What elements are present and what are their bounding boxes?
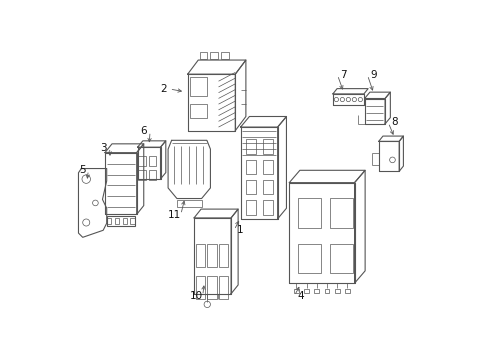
- Bar: [263, 159, 273, 174]
- Bar: [330, 243, 353, 274]
- Bar: [138, 170, 146, 180]
- Text: 9: 9: [370, 70, 377, 80]
- Bar: [246, 200, 256, 215]
- Bar: [294, 289, 299, 293]
- Bar: [122, 217, 127, 224]
- Bar: [107, 216, 135, 226]
- Bar: [196, 244, 205, 267]
- Bar: [330, 198, 353, 228]
- Text: 2: 2: [160, 84, 167, 94]
- Bar: [219, 244, 228, 267]
- Bar: [314, 289, 319, 293]
- Bar: [221, 52, 229, 59]
- Text: 1: 1: [237, 225, 244, 235]
- Text: 6: 6: [141, 126, 147, 136]
- Bar: [107, 217, 111, 224]
- Bar: [207, 244, 217, 267]
- Text: 3: 3: [100, 143, 106, 153]
- Bar: [219, 276, 228, 299]
- Bar: [115, 217, 119, 224]
- Bar: [246, 159, 256, 174]
- Bar: [298, 198, 321, 228]
- Bar: [191, 77, 207, 96]
- Text: 10: 10: [190, 291, 203, 301]
- Text: 5: 5: [79, 165, 85, 175]
- Text: 7: 7: [341, 70, 347, 80]
- Bar: [263, 200, 273, 215]
- Bar: [263, 180, 273, 194]
- Bar: [176, 200, 202, 207]
- Bar: [138, 156, 146, 166]
- Bar: [130, 217, 135, 224]
- Bar: [304, 289, 309, 293]
- Bar: [199, 52, 207, 59]
- Bar: [335, 289, 340, 293]
- Bar: [246, 180, 256, 194]
- Bar: [324, 289, 329, 293]
- Bar: [207, 276, 217, 299]
- Text: 11: 11: [168, 210, 181, 220]
- Bar: [210, 52, 218, 59]
- Bar: [196, 276, 205, 299]
- Bar: [246, 139, 256, 154]
- Bar: [148, 170, 156, 180]
- Bar: [263, 139, 273, 154]
- Text: 4: 4: [297, 291, 304, 301]
- Bar: [191, 104, 207, 118]
- Bar: [148, 156, 156, 166]
- Text: 8: 8: [392, 117, 398, 127]
- Bar: [298, 243, 321, 274]
- Bar: [345, 289, 350, 293]
